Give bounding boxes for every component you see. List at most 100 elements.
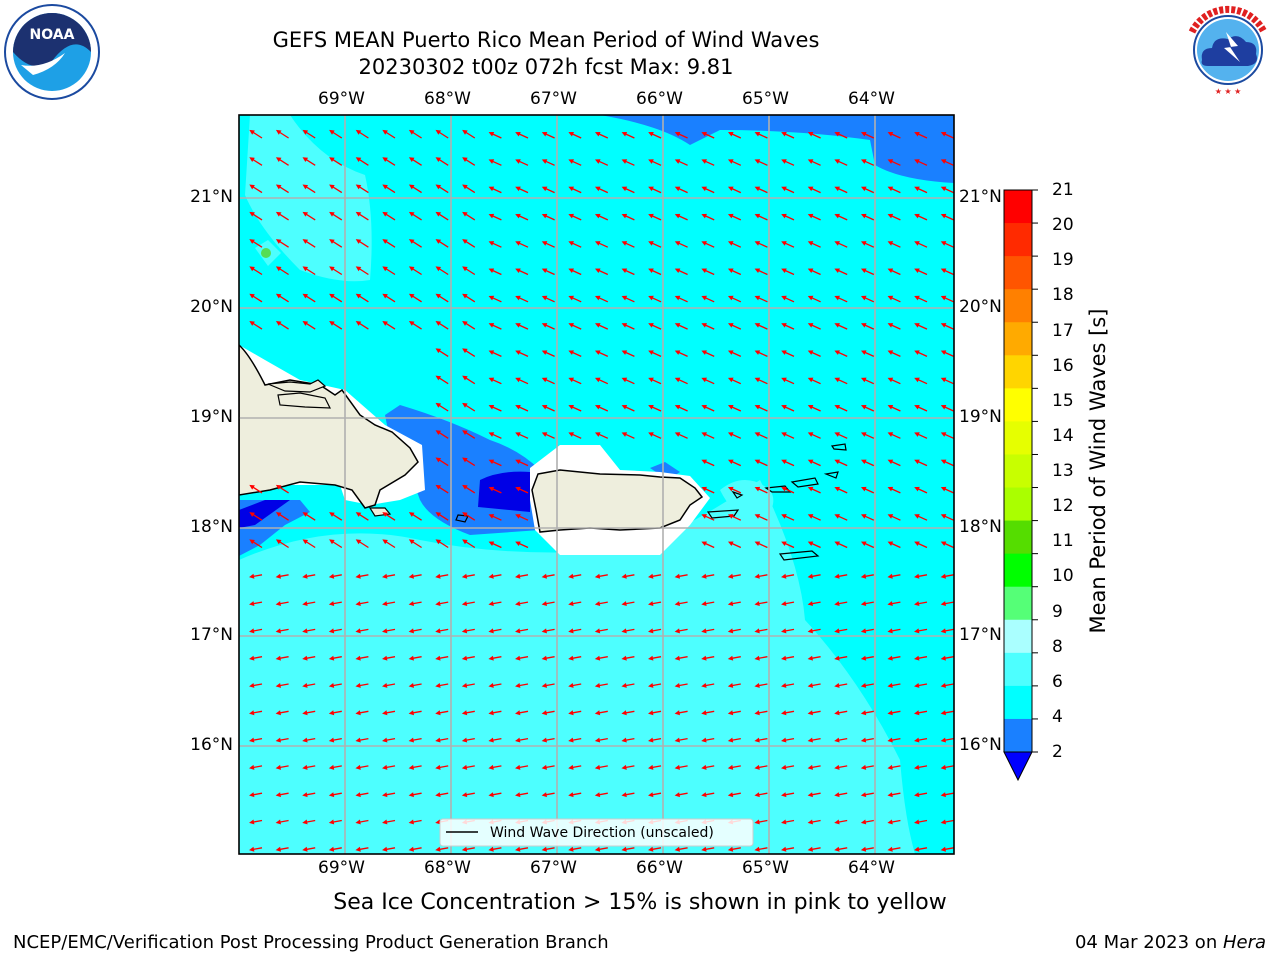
wave-direction-arrow-head: [541, 323, 548, 328]
wave-direction-arrow-head: [515, 541, 521, 547]
wave-direction-arrow-head: [807, 159, 814, 164]
wave-direction-arrow-head: [302, 512, 309, 517]
wave-direction-arrow-head: [462, 266, 468, 272]
wave-direction-arrow-head: [382, 573, 388, 579]
land-tortola: [790, 477, 819, 488]
wave-direction-arrow-head: [302, 539, 309, 545]
wave-direction-arrow-head: [515, 459, 521, 465]
wave-direction-arrow-head: [275, 601, 281, 607]
wave-direction-arrow-head: [435, 239, 442, 244]
wave-direction-arrow-head: [781, 459, 787, 465]
wave-direction-arrow-head: [674, 295, 681, 301]
colorbar-segment: [1004, 487, 1032, 522]
wave-direction-arrow-head: [860, 792, 867, 798]
wave-direction-arrow-head: [807, 541, 814, 547]
wave-direction-arrow-head: [754, 131, 761, 137]
wave-direction-arrow-head: [488, 131, 495, 137]
wave-direction-arrow-head: [940, 541, 947, 547]
wave-direction-arrow-head: [328, 601, 335, 607]
wave-direction-arrow-head: [355, 184, 362, 190]
wave-direction-arrow-head: [568, 350, 574, 355]
wave-direction-arrow-head: [435, 348, 442, 354]
legend-label: Wind Wave Direction (unscaled): [490, 825, 714, 841]
colorbar-tick-label: 11: [1052, 531, 1074, 552]
wave-direction-arrow-head: [887, 792, 893, 798]
lat-label-left-20n: 20°N: [190, 297, 233, 317]
wave-direction-arrow-head: [621, 350, 628, 355]
wave-direction-arrow-head: [249, 737, 255, 743]
wave-direction-arrow-head: [754, 295, 761, 301]
wave-direction-arrow-head: [249, 512, 255, 517]
wave-direction-arrow-head: [328, 655, 335, 661]
wave-direction-arrow-head: [887, 131, 894, 137]
wave-direction-arrow-head: [408, 157, 415, 163]
wave-direction-arrow-head: [249, 601, 255, 607]
wave-direction-arrow-head: [887, 764, 893, 770]
wave-direction-arrow-head: [541, 131, 548, 137]
wave-direction-arrow-head: [462, 348, 468, 354]
lat-label-right-17n: 17°N: [959, 625, 1002, 645]
wave-direction-arrow-head: [355, 157, 362, 163]
wave-direction-arrow-head: [329, 211, 335, 217]
wave-direction-arrow-head: [727, 514, 734, 519]
wave-direction-arrow-head: [914, 541, 920, 547]
colorbar-segment: [1004, 619, 1032, 654]
wave-direction-arrow-head: [754, 655, 760, 661]
colorbar-tick-label: 20: [1052, 215, 1074, 236]
lat-label-left-18n: 18°N: [190, 517, 233, 537]
wave-direction-arrow-head: [594, 323, 601, 328]
wave-direction-arrow-head: [408, 683, 414, 688]
wave-direction-arrow-head: [435, 484, 442, 490]
colorbar-segment: [1004, 421, 1032, 455]
wave-direction-arrow-head: [860, 628, 867, 634]
wave-direction-arrow-head: [701, 573, 707, 579]
wave-direction-arrow-head: [568, 295, 574, 301]
wave-direction-arrow-head: [674, 573, 680, 579]
wave-direction-arrow-head: [594, 268, 601, 274]
wave-direction-arrow-head: [594, 295, 601, 301]
wave-direction-arrow-head: [462, 129, 468, 135]
wave-direction-arrow-head: [754, 764, 760, 770]
wave-direction-arrow-head: [860, 350, 867, 355]
wave-direction-arrow-head: [568, 186, 574, 192]
wave-direction-arrow-head: [621, 404, 628, 410]
wave-direction-arrow-head: [701, 683, 707, 688]
wave-direction-arrow-head: [914, 432, 920, 437]
wave-direction-arrow-head: [887, 514, 894, 519]
wave-direction-arrow-head: [275, 484, 282, 490]
wave-direction-arrow-head: [594, 764, 601, 770]
wave-direction-arrow-head: [435, 573, 441, 579]
wave-direction-arrow-head: [275, 710, 281, 716]
wave-direction-arrow-head: [594, 131, 601, 137]
lat-label-right-16n: 16°N: [959, 735, 1002, 755]
wave-direction-arrow-head: [648, 601, 654, 607]
wave-direction-arrow-head: [382, 129, 388, 135]
wave-direction-arrow-head: [887, 655, 893, 661]
wave-direction-arrow-head: [488, 683, 494, 688]
wave-direction-arrow-head: [541, 268, 548, 274]
wave-direction-arrow-head: [275, 628, 281, 634]
wind-wave-arrows: [249, 129, 954, 852]
wave-direction-arrow-head: [887, 628, 893, 634]
wave-direction-arrow-head: [914, 186, 920, 192]
wave-direction-arrow-head: [781, 764, 787, 770]
wave-direction-arrow-head: [541, 737, 547, 743]
wave-direction-arrow-head: [701, 710, 707, 716]
wave-direction-arrow-head: [515, 131, 521, 137]
wave-direction-arrow-head: [488, 459, 495, 465]
wave-direction-arrow-head: [834, 404, 840, 410]
wave-direction-arrow-head: [275, 321, 282, 326]
colorbar-segment: [1004, 355, 1032, 389]
wave-direction-arrow-head: [860, 573, 867, 579]
wave-direction-arrow-head: [807, 377, 814, 383]
wave-direction-arrow-head: [594, 213, 601, 219]
ocean-light-virgin: [720, 480, 774, 525]
wave-direction-arrow-head: [940, 628, 946, 634]
colorbar-tick-label: 8: [1052, 636, 1063, 657]
wave-direction-arrow-head: [860, 737, 867, 743]
wave-direction-arrow-head: [329, 321, 335, 326]
wave-direction-arrow-head: [860, 186, 867, 192]
wave-direction-arrow-head: [302, 655, 308, 661]
wave-direction-arrow-head: [568, 432, 574, 437]
